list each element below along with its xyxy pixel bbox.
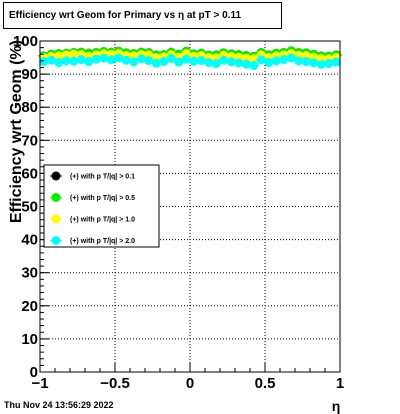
data-point: [69, 56, 79, 66]
data-point: [219, 55, 229, 65]
timestamp: Thu Nov 24 13:56:29 2022: [4, 400, 114, 410]
data-point: [279, 55, 289, 65]
legend-box: [43, 164, 160, 248]
legend-marker: [51, 236, 61, 245]
data-point: [99, 53, 109, 63]
data-point: [249, 54, 259, 64]
data-point: [69, 49, 79, 59]
y-tick-label: 40: [21, 232, 38, 249]
data-point: [151, 58, 161, 68]
y-tick-label: 20: [21, 298, 38, 315]
x-tick-label: 1: [336, 375, 344, 392]
x-tick-label: 0.5: [255, 375, 276, 392]
data-point: [54, 58, 64, 68]
data-point: [129, 57, 139, 67]
data-point: [226, 57, 236, 67]
data-point: [249, 60, 259, 70]
y-tick-label: 30: [21, 265, 38, 282]
legend-entry: (+) with p T/|q| > 0.5: [50, 193, 135, 202]
data-point: [271, 56, 281, 66]
grid: [40, 41, 340, 372]
y-tick-label: 10: [21, 331, 38, 348]
data-point: [61, 56, 71, 66]
data-point: [181, 54, 191, 64]
data-point: [54, 51, 64, 61]
y-tick-label: 0: [30, 364, 38, 381]
data-point: [264, 58, 274, 68]
data-point: [136, 54, 146, 64]
data-point: [196, 56, 206, 66]
data-point: [294, 56, 304, 66]
data-point: [106, 55, 116, 65]
legend: (+) with p T/|q| > 0.1 (+) with p T/|q| >…: [43, 164, 160, 248]
legend-marker: [51, 193, 61, 202]
data-point: [204, 58, 214, 68]
data-point: [309, 58, 319, 68]
y-tick-label: 50: [21, 199, 38, 216]
legend-label: (+) with p T/|q| > 1.0: [70, 217, 135, 224]
legend-entry: (+) with p T/|q| > 0.1: [50, 171, 135, 181]
legend-entry: (+) with p T/|q| > 2.0: [50, 236, 135, 245]
data-point: [286, 53, 296, 63]
data-point: [324, 59, 334, 69]
y-tick-label: 80: [21, 99, 38, 116]
x-tick-label: 0: [186, 375, 194, 392]
y-tick-label: 100: [13, 33, 38, 50]
x-tick-label: −1: [31, 375, 48, 392]
chart-title: Efficiency wrt Geom for Primary vs η at …: [3, 2, 282, 29]
data-point: [331, 57, 341, 67]
x-tick-label: −0.5: [100, 375, 130, 392]
data-point: [39, 57, 49, 67]
data-point: [189, 56, 199, 66]
data-point: [76, 55, 86, 65]
series-3: [38, 53, 342, 70]
legend-label: (+) with p T/|q| > 0.1: [70, 174, 135, 181]
data-point: [159, 57, 169, 67]
data-point: [316, 60, 326, 70]
data-point: [166, 54, 176, 64]
data-point: [121, 55, 131, 65]
legend-label: (+) with p T/|q| > 2.0: [70, 238, 135, 245]
legend-marker: [51, 214, 61, 224]
legend-label: (+) with p T/|q| > 0.5: [70, 195, 135, 202]
data-point: [241, 59, 251, 69]
data-point: [174, 57, 184, 67]
data-point: [211, 59, 221, 69]
legend-marker: [51, 171, 61, 181]
y-tick-label: 60: [21, 165, 38, 182]
y-axis-title: Efficiency wrt Geom (%): [8, 40, 25, 223]
data-point: [301, 57, 311, 67]
y-tick-label: 70: [21, 132, 38, 149]
data-points: [38, 46, 342, 70]
y-tick-label: 90: [21, 66, 38, 83]
x-axis-title: η: [332, 398, 341, 414]
legend-entry: (+) with p T/|q| > 1.0: [50, 214, 135, 224]
data-point: [91, 54, 101, 64]
data-point: [234, 58, 244, 68]
